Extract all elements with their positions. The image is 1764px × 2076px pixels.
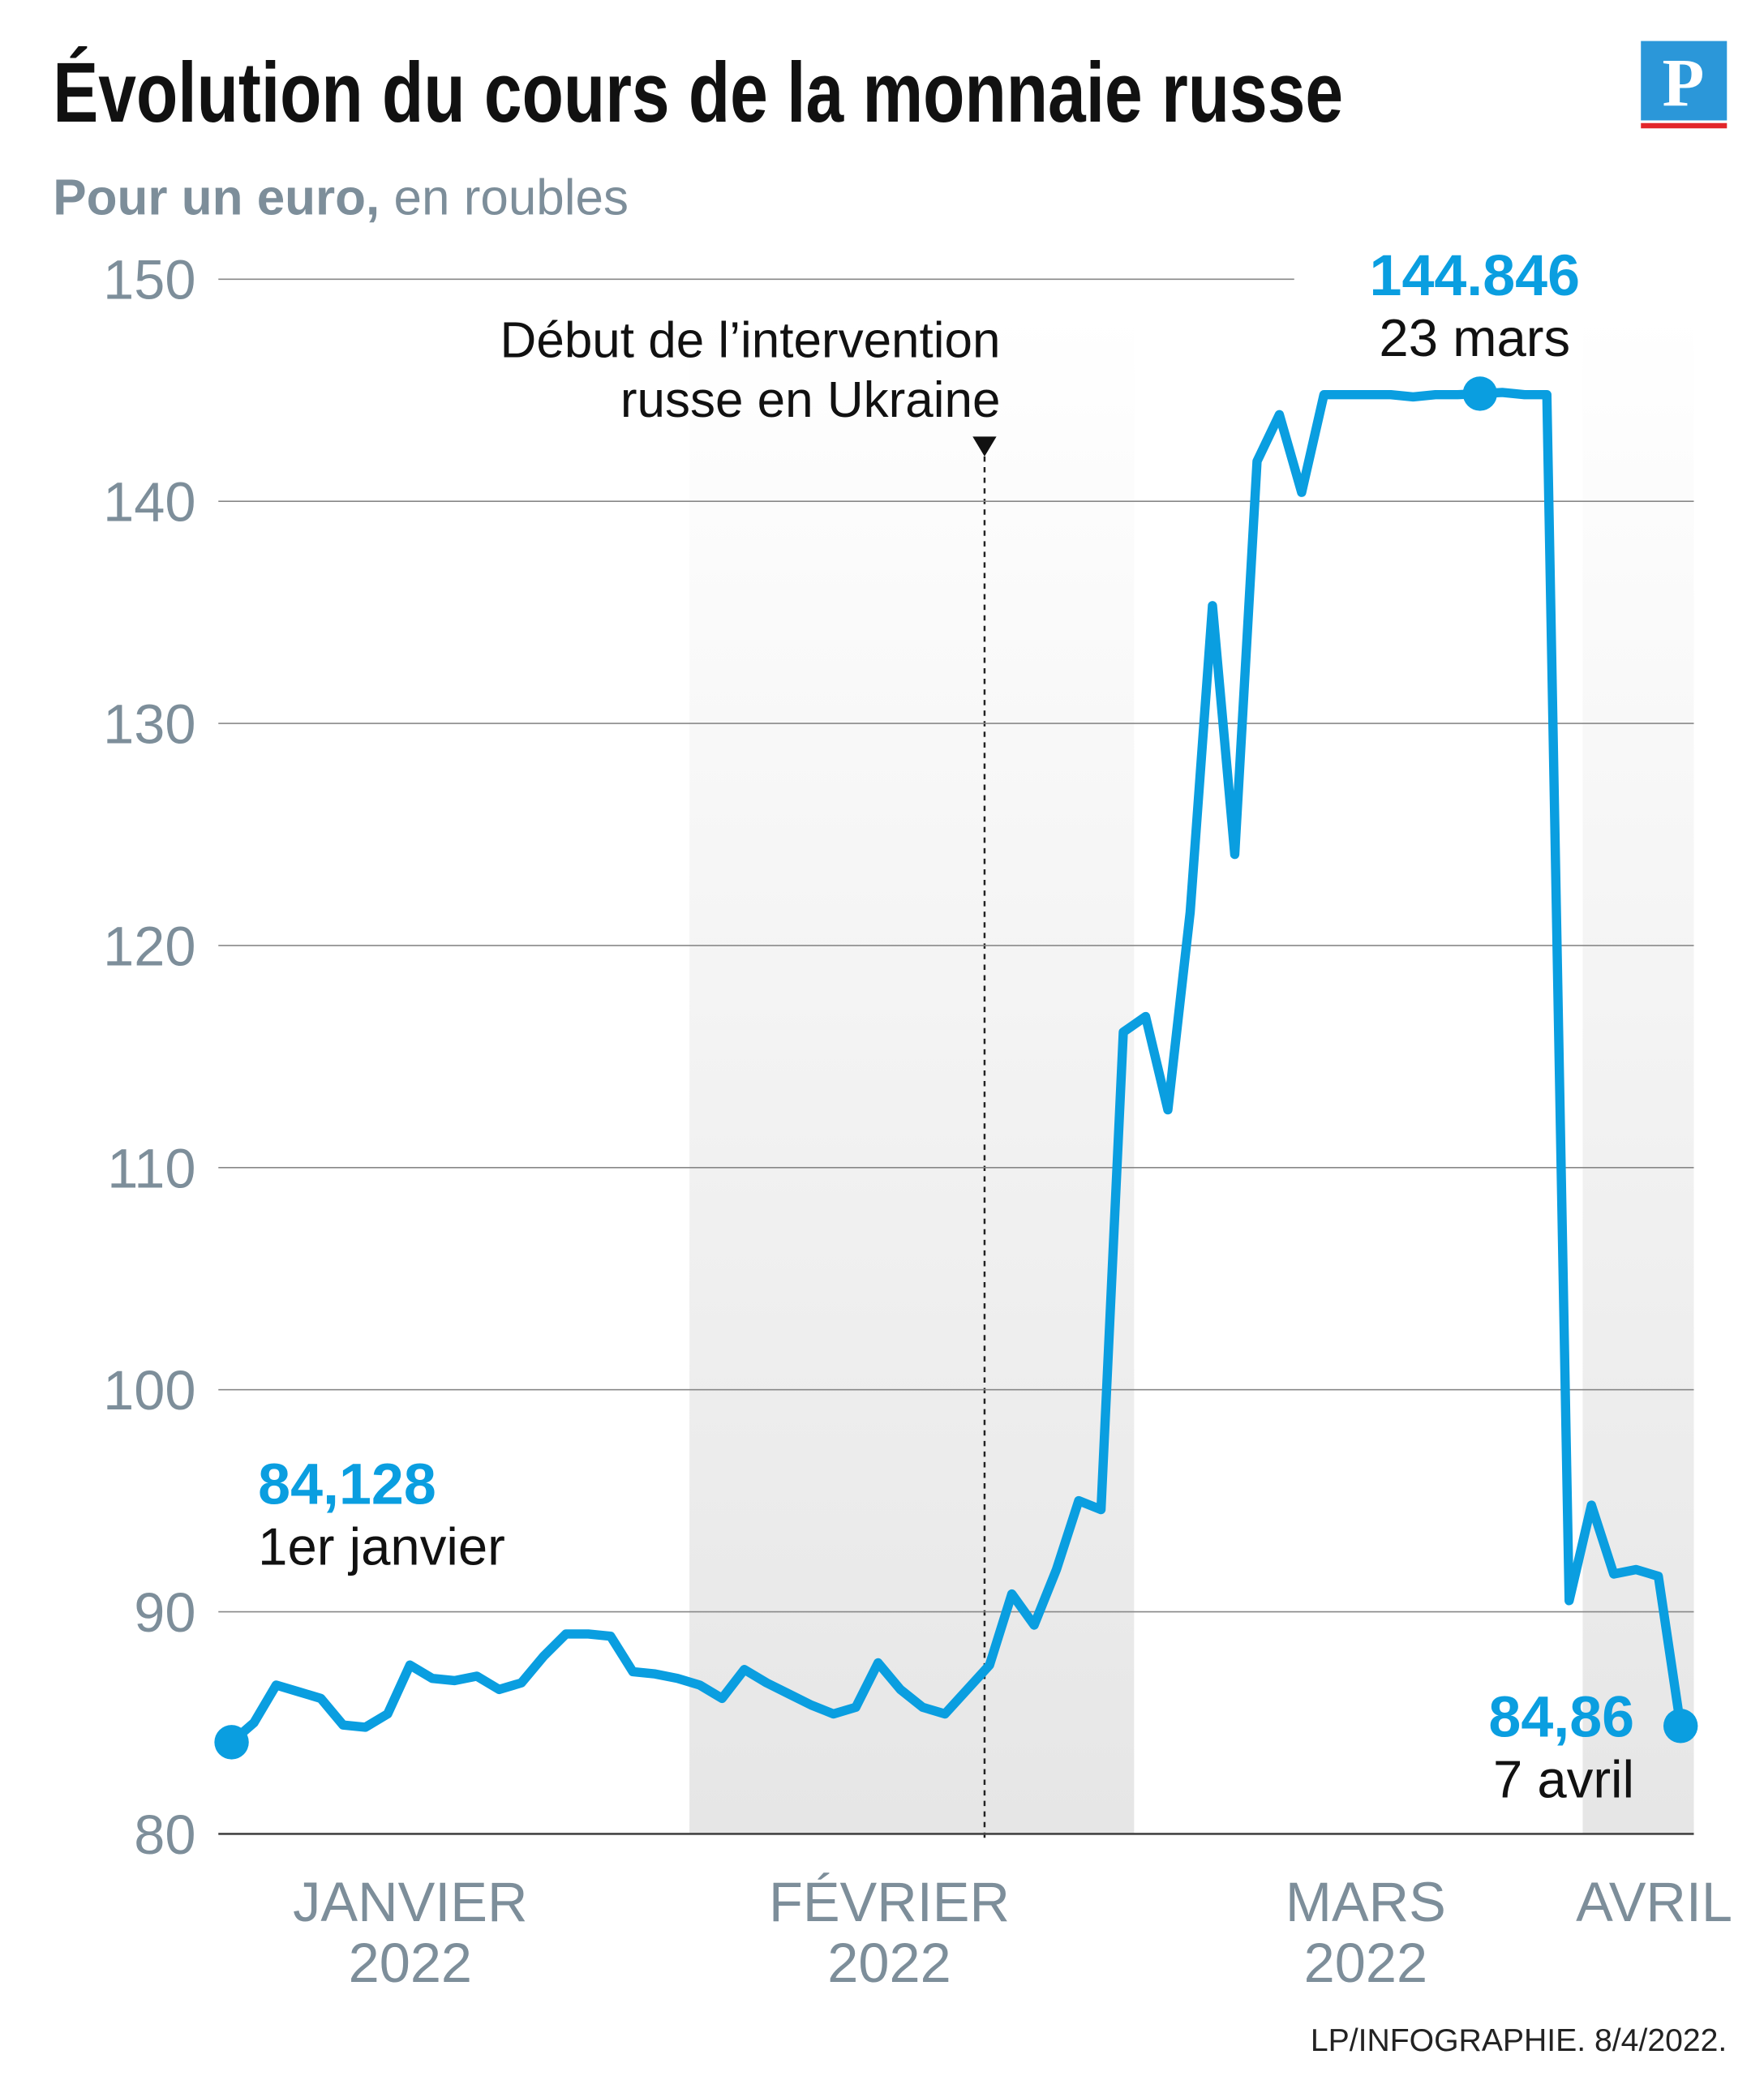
x-month-label: AVRIL xyxy=(1576,1871,1732,1933)
event-label: Début de l’intervention xyxy=(500,313,1001,369)
value-label: 84,86 xyxy=(1488,1684,1634,1749)
x-year-label: 2022 xyxy=(827,1932,951,1994)
source: LP/INFOGRAPHIE. 8/4/2022. xyxy=(1311,2023,1727,2058)
x-year-label: 2022 xyxy=(349,1932,472,1994)
logo-box xyxy=(1641,41,1728,121)
date-label: 23 mars xyxy=(1379,308,1570,367)
logo: P xyxy=(1663,45,1705,122)
y-tick-label: 130 xyxy=(103,693,195,756)
subtitle-bold: Pour un euro, xyxy=(53,169,380,225)
highlight-dot xyxy=(214,1725,249,1760)
date-label: 1er janvier xyxy=(258,1517,505,1576)
highlight-dot xyxy=(1462,376,1498,411)
event-label: russe en Ukraine xyxy=(620,372,1001,428)
y-tick-label: 100 xyxy=(103,1359,195,1422)
subtitle-regular: en roubles xyxy=(380,169,629,225)
date-label: 7 avril xyxy=(1493,1749,1634,1808)
y-tick-label: 80 xyxy=(134,1804,195,1866)
y-tick-label: 110 xyxy=(107,1137,195,1199)
event-arrow xyxy=(972,436,997,457)
subtitle: Pour un euro, en roubles xyxy=(53,169,629,225)
chart-title: Évolution du cours de la monnaie russe xyxy=(53,45,1343,140)
x-month-label: MARS xyxy=(1285,1871,1446,1933)
month-band xyxy=(1582,312,1694,1834)
y-tick-label: 140 xyxy=(103,471,195,534)
value-label: 144.846 xyxy=(1370,243,1580,308)
x-month-label: JANVIER xyxy=(293,1871,527,1933)
y-tick-label: 90 xyxy=(134,1581,195,1644)
line xyxy=(228,388,1685,1746)
y-tick-label: 120 xyxy=(103,915,195,977)
logo-bar xyxy=(1641,122,1728,129)
x-year-label: 2022 xyxy=(1304,1932,1427,1994)
value-label: 84,128 xyxy=(258,1452,436,1517)
y-tick-label: 150 xyxy=(103,249,195,311)
month-band xyxy=(689,312,1135,1834)
x-month-label: FÉVRIER xyxy=(769,1871,1010,1933)
highlight-dot xyxy=(1663,1709,1698,1744)
